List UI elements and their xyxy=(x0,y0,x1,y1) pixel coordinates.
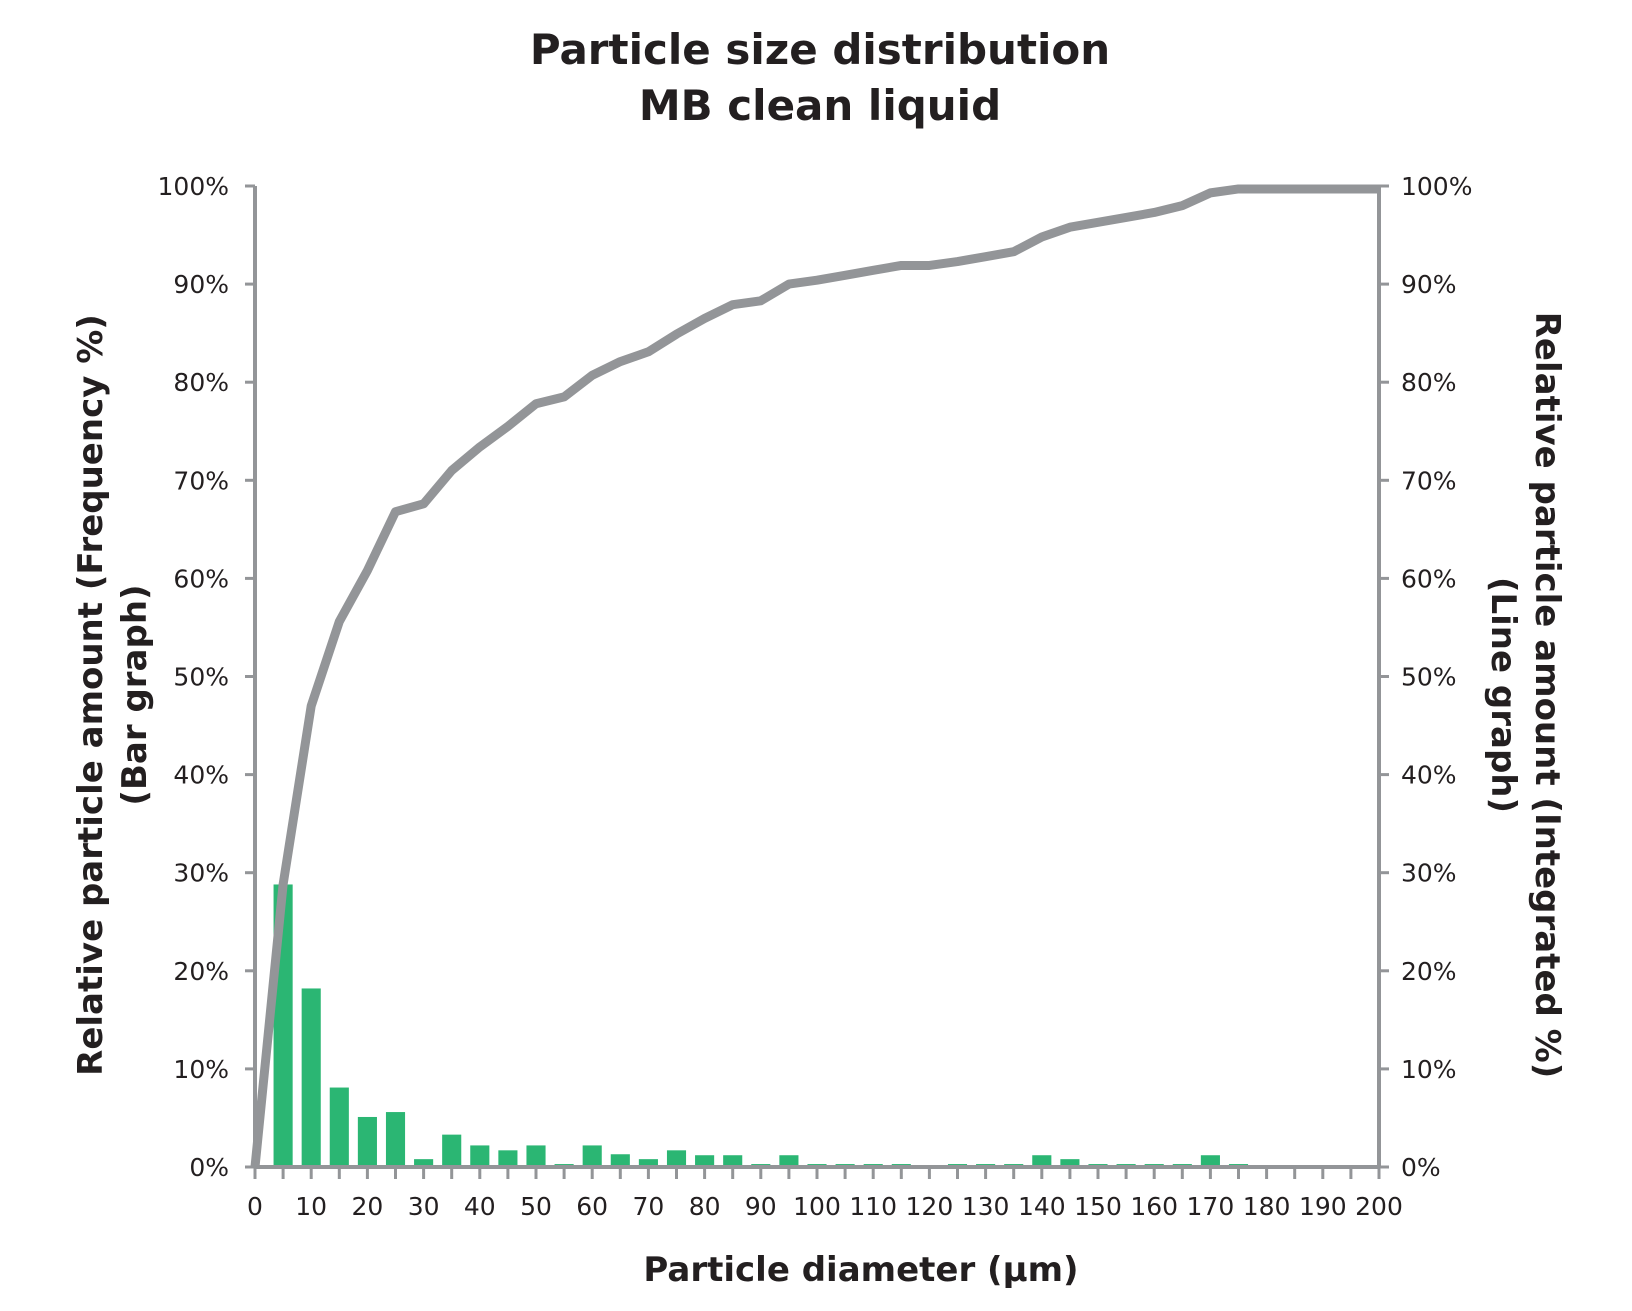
frequency-bar xyxy=(723,1155,743,1167)
left-y-tick-label: 10% xyxy=(173,1055,229,1084)
x-tick-label: 180 xyxy=(1243,1192,1291,1221)
left-y-tick-label: 20% xyxy=(173,957,229,986)
x-tick-label: 150 xyxy=(1074,1192,1122,1221)
left-y-tick-label: 90% xyxy=(173,270,229,299)
x-tick-label: 140 xyxy=(1018,1192,1066,1221)
x-tick-label: 120 xyxy=(906,1192,954,1221)
frequency-bar xyxy=(1060,1159,1080,1167)
right-y-tick-label: 0% xyxy=(1401,1153,1441,1182)
chart-title-line-2: MB clean liquid xyxy=(639,81,1001,130)
frequency-bar xyxy=(329,1087,349,1167)
x-tick-label: 50 xyxy=(520,1192,552,1221)
right-y-tick-label: 80% xyxy=(1401,368,1457,397)
frequency-bar xyxy=(442,1134,462,1167)
right-y-tick-label: 20% xyxy=(1401,957,1457,986)
frequency-bar xyxy=(638,1159,658,1167)
frequency-bar xyxy=(666,1150,687,1167)
x-tick-label: 70 xyxy=(632,1192,664,1221)
right-y-tick-label: 60% xyxy=(1401,564,1457,593)
frequency-bar xyxy=(385,1112,406,1167)
left-y-tick-label: 100% xyxy=(158,172,229,201)
x-tick-label: 100 xyxy=(793,1192,841,1221)
frequency-bar xyxy=(470,1145,490,1167)
right-y-tick-label: 90% xyxy=(1401,270,1457,299)
x-tick-label: 20 xyxy=(351,1192,383,1221)
right-y-tick-label: 100% xyxy=(1401,172,1472,201)
right-axis-title-line-2: (Line graph) xyxy=(1483,577,1523,813)
x-tick-label: 190 xyxy=(1299,1192,1347,1221)
x-tick-label: 130 xyxy=(962,1192,1010,1221)
x-tick-label: 60 xyxy=(576,1192,608,1221)
left-y-tick-label: 80% xyxy=(173,368,229,397)
left-axis-title-line-2: (Bar graph) xyxy=(115,584,155,805)
left-y-tick-label: 70% xyxy=(173,466,229,495)
left-y-tick-label: 40% xyxy=(173,761,229,790)
left-axis-title-line-1: Relative particle amount (Frequency %) xyxy=(71,314,111,1076)
right-y-tick-label: 30% xyxy=(1401,859,1457,888)
integrated-line xyxy=(250,184,1379,1168)
left-y-tick-label: 0% xyxy=(189,1153,229,1182)
integrated-line-layer xyxy=(250,184,1379,1168)
x-tick-label: 110 xyxy=(849,1192,897,1221)
axis-ticks: 0% 10% 20% 30% 40% 50% 60% 70% 80% 90% 100% 0% 10% 20… xyxy=(158,172,1473,1221)
frequency-bar xyxy=(526,1145,546,1167)
x-tick-label: 170 xyxy=(1187,1192,1235,1221)
left-y-tick-label: 60% xyxy=(173,564,229,593)
x-axis-title: Particle diameter (µm) xyxy=(643,1250,1078,1290)
x-tick-label: 40 xyxy=(464,1192,496,1221)
frequency-bar xyxy=(357,1116,377,1167)
x-tick-label: 10 xyxy=(295,1192,327,1221)
x-tick-label: 0 xyxy=(247,1192,263,1221)
frequency-bar xyxy=(1200,1155,1220,1167)
x-tick-label: 30 xyxy=(408,1192,440,1221)
frequency-bar xyxy=(695,1155,715,1167)
x-tick-label: 160 xyxy=(1130,1192,1178,1221)
right-y-tick-label: 40% xyxy=(1401,761,1457,790)
right-y-tick-label: 10% xyxy=(1401,1055,1457,1084)
frequency-bar xyxy=(498,1150,518,1167)
left-y-tick-label: 50% xyxy=(173,663,229,692)
frequency-bar xyxy=(582,1145,602,1167)
chart-title-line-1: Particle size distribution xyxy=(530,25,1110,74)
left-y-tick-label: 30% xyxy=(173,859,229,888)
frequency-bars xyxy=(273,884,1249,1167)
x-tick-label: 80 xyxy=(689,1192,721,1221)
x-tick-label: 90 xyxy=(745,1192,777,1221)
x-tick-label: 200 xyxy=(1355,1192,1403,1221)
frequency-bar xyxy=(414,1159,434,1167)
right-y-tick-label: 50% xyxy=(1401,663,1457,692)
frequency-bar xyxy=(779,1155,799,1167)
right-axis-title-line-1: Relative particle amount (Integrated %) xyxy=(1527,312,1567,1079)
frequency-bar xyxy=(301,988,321,1167)
right-y-tick-label: 70% xyxy=(1401,466,1457,495)
frequency-bar xyxy=(1032,1155,1052,1167)
frequency-bar xyxy=(610,1154,630,1167)
